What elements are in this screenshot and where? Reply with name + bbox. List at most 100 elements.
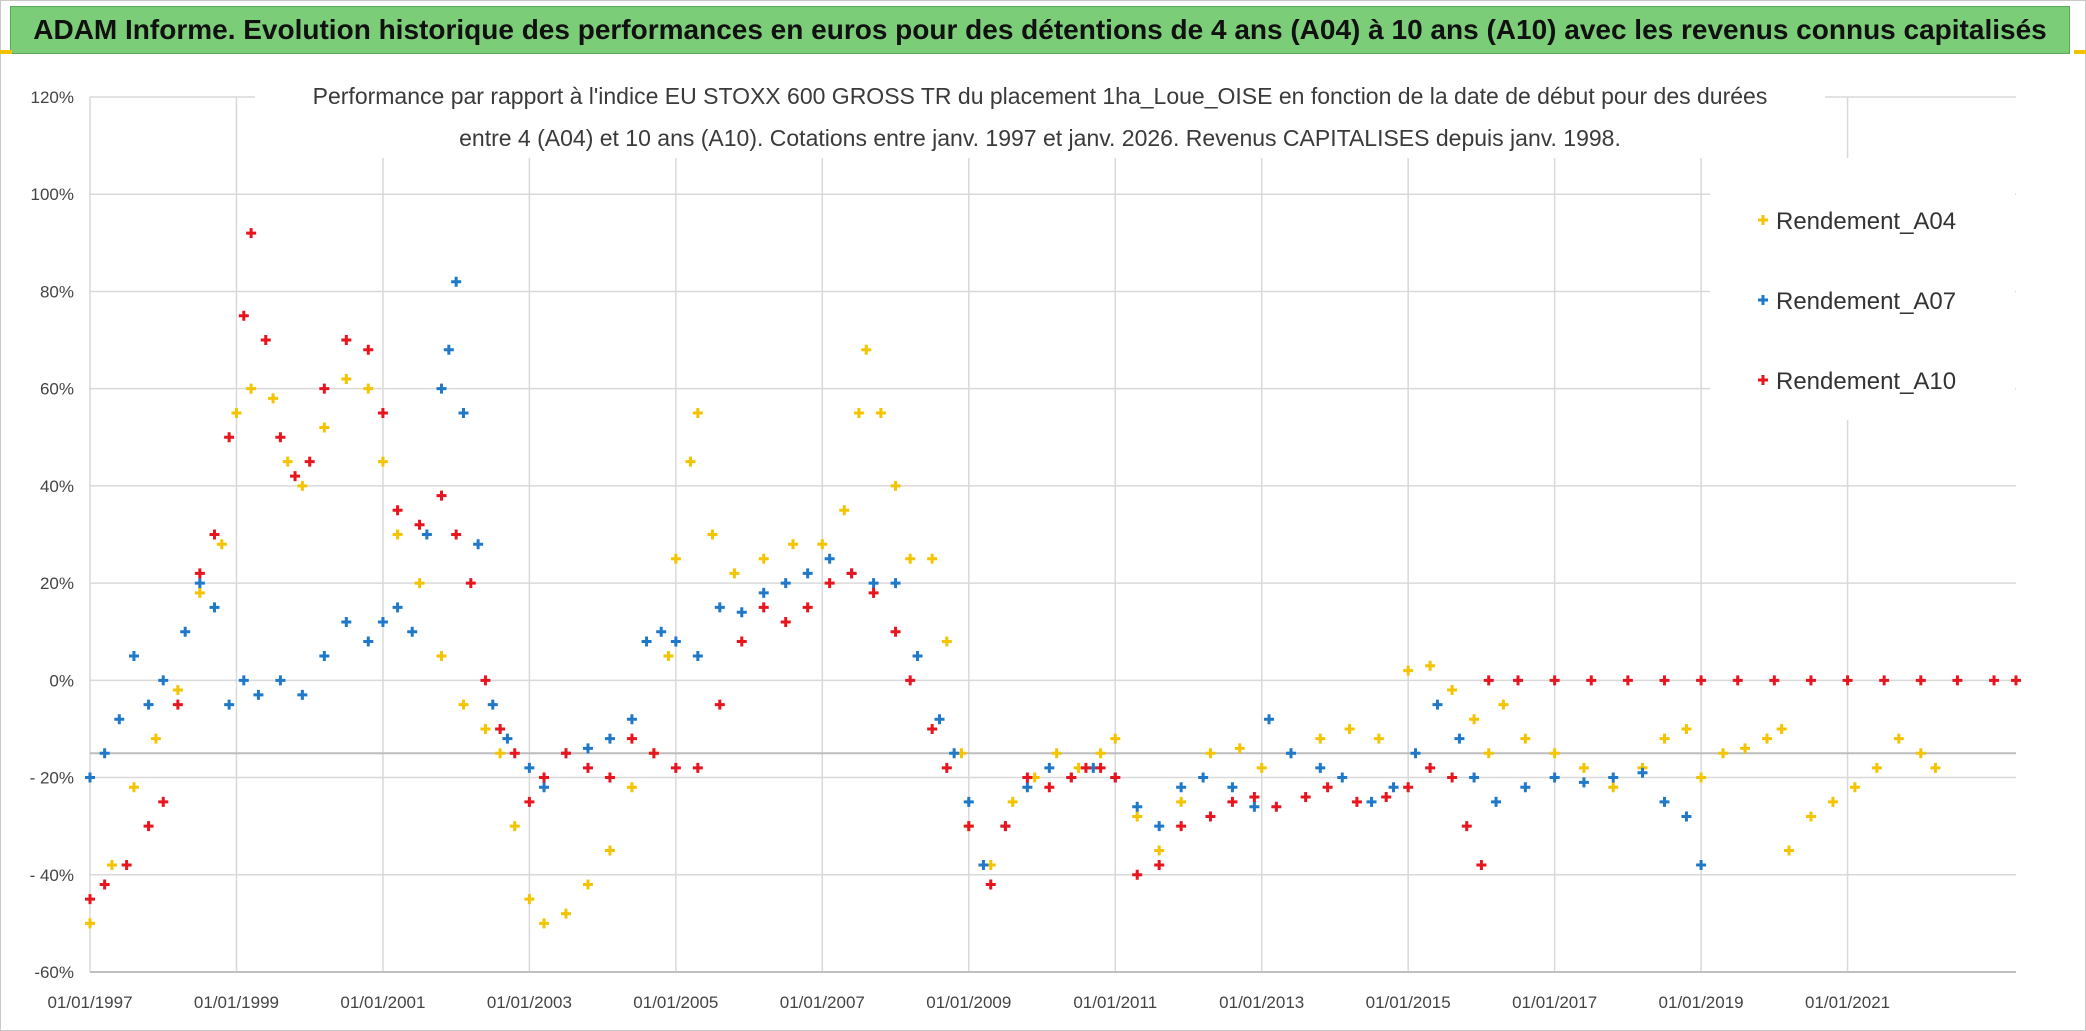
data-point: [143, 699, 154, 710]
y-tick-label: - 40%: [30, 866, 74, 885]
data-point: [502, 733, 513, 744]
data-point: [392, 602, 403, 613]
data-point: [1249, 792, 1260, 802]
data-point: [260, 335, 271, 346]
data-point: [1879, 675, 1890, 686]
title-background: [255, 76, 1825, 158]
legend-label: Rendement_A07: [1776, 288, 1956, 315]
y-tick-label: 20%: [40, 574, 74, 593]
data-point: [1483, 675, 1494, 686]
data-point: [1578, 762, 1589, 773]
data-point: [934, 714, 945, 725]
data-point: [582, 879, 593, 890]
data-point: [1783, 845, 1794, 856]
data-point: [1132, 811, 1143, 822]
data-point: [912, 651, 923, 662]
legend-marker: [1758, 375, 1768, 385]
data-point: [1915, 748, 1926, 759]
data-point: [121, 860, 132, 871]
data-point: [524, 762, 535, 773]
data-point: [414, 519, 425, 530]
x-axis-ticks: 01/01/1997 01/01/1999 01/01/2001 01/01/2003…: [47, 993, 1890, 1012]
data-point: [582, 762, 593, 773]
data-point: [1249, 801, 1260, 812]
data-point: [1659, 675, 1670, 686]
data-point: [1718, 748, 1729, 759]
data-point: [194, 587, 205, 598]
data-point: [1337, 772, 1348, 783]
data-point: [319, 383, 330, 394]
data-point: [1315, 733, 1326, 744]
data-point: [509, 748, 520, 759]
data-point: [1893, 733, 1904, 744]
data-point: [1425, 660, 1436, 671]
data-point: [85, 894, 95, 905]
data-point: [487, 699, 498, 710]
data-point: [1110, 733, 1121, 744]
data-point: [1827, 796, 1838, 807]
data-point: [473, 539, 484, 550]
y-tick-label: 0%: [49, 671, 74, 690]
data-point: [1410, 748, 1421, 759]
data-point: [85, 772, 95, 783]
data-point: [1315, 762, 1326, 773]
data-point: [363, 636, 374, 647]
data-point: [1007, 796, 1018, 807]
data-point: [905, 675, 916, 686]
data-point: [824, 578, 835, 589]
data-point: [377, 456, 388, 467]
data-point: [1776, 723, 1787, 734]
data-point: [238, 310, 249, 321]
data-point: [1454, 733, 1465, 744]
data-point: [282, 456, 293, 467]
data-point: [1154, 821, 1165, 832]
data-point: [788, 539, 799, 550]
data-point: [458, 407, 469, 418]
data-point: [451, 529, 462, 540]
data-point: [509, 821, 520, 832]
data-point: [1154, 860, 1165, 871]
data-point: [2011, 675, 2021, 686]
data-point: [758, 553, 769, 564]
data-point: [1805, 675, 1816, 686]
data-point: [707, 529, 718, 540]
data-point: [626, 733, 637, 744]
x-tick-label: 01/01/2013: [1219, 993, 1304, 1012]
data-point: [1740, 743, 1751, 754]
data-point: [363, 383, 374, 394]
data-point: [875, 407, 886, 418]
data-point: [443, 344, 454, 355]
data-point: [1154, 845, 1165, 856]
data-point: [1989, 675, 2000, 686]
y-axis-ticks: -60% - 40% - 20% 0% 20% 40% 60% 80% 100% 120%: [30, 88, 74, 982]
data-point: [1286, 748, 1296, 759]
data-point: [392, 505, 403, 516]
data-point: [692, 407, 703, 418]
data-point: [1425, 762, 1436, 773]
data-point: [1256, 762, 1267, 773]
data-point: [1659, 796, 1670, 807]
data-point: [1176, 796, 1187, 807]
report-banner: ADAM Informe. Evolution historique des p…: [10, 6, 2070, 54]
series-Rendement_A04: [85, 344, 1941, 929]
data-point: [1403, 665, 1414, 676]
y-tick-label: - 20%: [30, 769, 74, 788]
legend-label: Rendement_A04: [1776, 208, 1956, 235]
data-point: [539, 918, 550, 929]
data-point: [465, 578, 476, 589]
data-point: [128, 782, 139, 793]
data-point: [436, 651, 447, 662]
data-point: [1176, 782, 1187, 793]
data-point: [1681, 723, 1692, 734]
data-point: [253, 689, 264, 700]
data-point: [604, 733, 615, 744]
data-point: [180, 626, 191, 637]
x-tick-label: 01/01/2019: [1659, 993, 1744, 1012]
data-point: [436, 383, 447, 394]
data-point: [1586, 675, 1597, 686]
data-point: [853, 407, 864, 418]
data-point: [99, 879, 110, 890]
data-point: [392, 529, 403, 540]
data-point: [1696, 675, 1707, 686]
